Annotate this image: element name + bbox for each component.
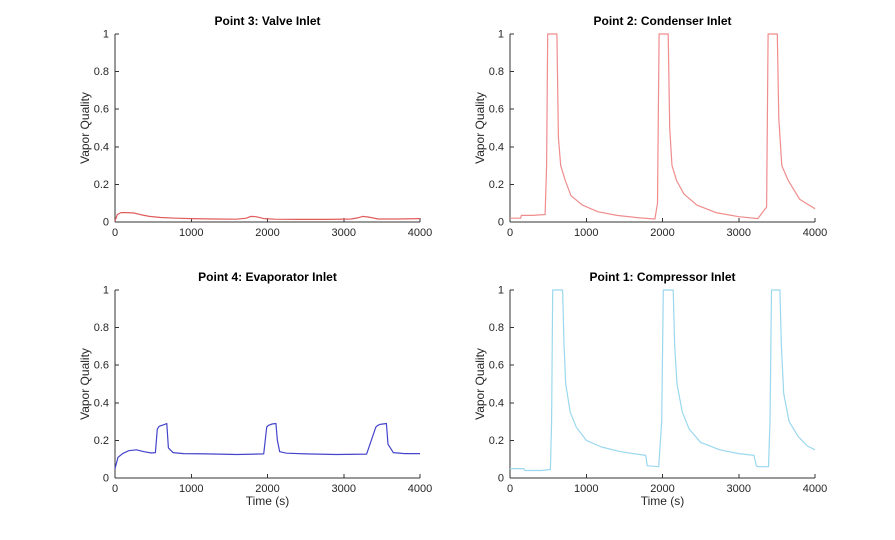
x-tick-label: 0 [507,483,513,493]
plot-title: Point 3: Valve Inlet [214,14,321,28]
x-tick-label: 2000 [255,483,279,493]
x-axis-label: Time (s) [640,494,685,508]
x-tick-label: 4000 [803,483,827,493]
x-tick-label: 4000 [408,483,432,493]
x-axis-label: Time (s) [245,494,290,508]
y-tick-label: 0.2 [489,179,504,191]
y-tick-label: 0.6 [94,104,109,116]
x-tick-label: 3000 [332,483,356,493]
y-tick-label: 0.8 [94,66,109,78]
y-tick-label: 1 [498,29,504,41]
y-tick-label: 0.2 [94,435,109,447]
y-axis-label: Vapor Quality [78,348,92,420]
y-tick-label: 0 [103,473,109,485]
y-tick-label: 0.6 [489,360,504,372]
subplot-point2-condenser-inlet: 0 1000 2000 3000 4000 0 0.2 0.4 0.6 0.8 1 Point 2:… [470,12,835,252]
y-tick-label: 0.8 [94,322,109,334]
subplot-point3-valve-inlet: 0 1000 2000 3000 4000 0 0.2 0.4 0.6 0.8 1 Point 3:… [75,12,440,252]
plot-title: Point 2: Condenser Inlet [593,14,732,28]
x-tick-label: 2000 [255,227,279,237]
y-tick-label: 0.6 [94,360,109,372]
x-tick-label: 4000 [803,227,827,237]
x-tick-label: 1000 [574,483,598,493]
plot-area-condenser-inlet: 0 1000 2000 3000 4000 0 0.2 0.4 0.6 0.8 1 [489,29,828,238]
y-tick-label: 1 [498,285,504,297]
series-line [114,212,421,222]
y-tick-label: 0.4 [489,397,504,409]
y-tick-label: 0 [498,217,504,229]
x-tick-label: 2000 [650,483,674,493]
plot-title: Point 4: Evaporator Inlet [198,270,337,284]
x-tick-label: 3000 [332,227,356,237]
y-tick-label: 0.2 [94,179,109,191]
y-tick-label: 0.8 [489,66,504,78]
x-tick-label: 2000 [650,227,674,237]
y-tick-label: 0.4 [489,141,504,153]
series-line [114,422,420,469]
y-tick-label: 1 [103,29,109,41]
y-tick-label: 0.4 [94,397,109,409]
series-line [510,289,816,472]
y-tick-label: 1 [103,285,109,297]
plot-area-valve-inlet: 0 1000 2000 3000 4000 0 0.2 0.4 0.6 0.8 1 [94,29,433,238]
y-tick-label: 0.8 [489,322,504,334]
x-tick-label: 0 [507,227,513,237]
plot-title: Point 1: Compressor Inlet [589,270,736,284]
y-axis-label: Vapor Quality [78,92,92,164]
y-tick-label: 0 [498,473,504,485]
x-tick-label: 3000 [727,227,751,237]
subplot-point1-compressor-inlet: 0 1000 2000 3000 4000 0 0.2 0.4 0.6 0.8 1 Point 1:… [470,268,835,520]
plot-area-compressor-inlet: 0 1000 2000 3000 4000 0 0.2 0.4 0.6 0.8 1 [489,285,828,494]
y-tick-label: 0.4 [94,141,109,153]
plot-area-evaporator-inlet: 0 1000 2000 3000 4000 0 0.2 0.4 0.6 0.8 1 [94,285,433,494]
y-axis-label: Vapor Quality [473,92,487,164]
x-tick-label: 0 [112,227,118,237]
x-tick-label: 1000 [179,483,203,493]
y-tick-label: 0.6 [489,104,504,116]
y-tick-label: 0 [103,217,109,229]
y-axis-label: Vapor Quality [473,348,487,420]
x-tick-label: 1000 [574,227,598,237]
series-line [510,33,816,220]
x-tick-label: 3000 [727,483,751,493]
x-tick-label: 4000 [408,227,432,237]
x-tick-label: 1000 [179,227,203,237]
x-tick-label: 0 [112,483,118,493]
subplot-point4-evaporator-inlet: 0 1000 2000 3000 4000 0 0.2 0.4 0.6 0.8 1 Point 4:… [75,268,440,520]
y-tick-label: 0.2 [489,435,504,447]
